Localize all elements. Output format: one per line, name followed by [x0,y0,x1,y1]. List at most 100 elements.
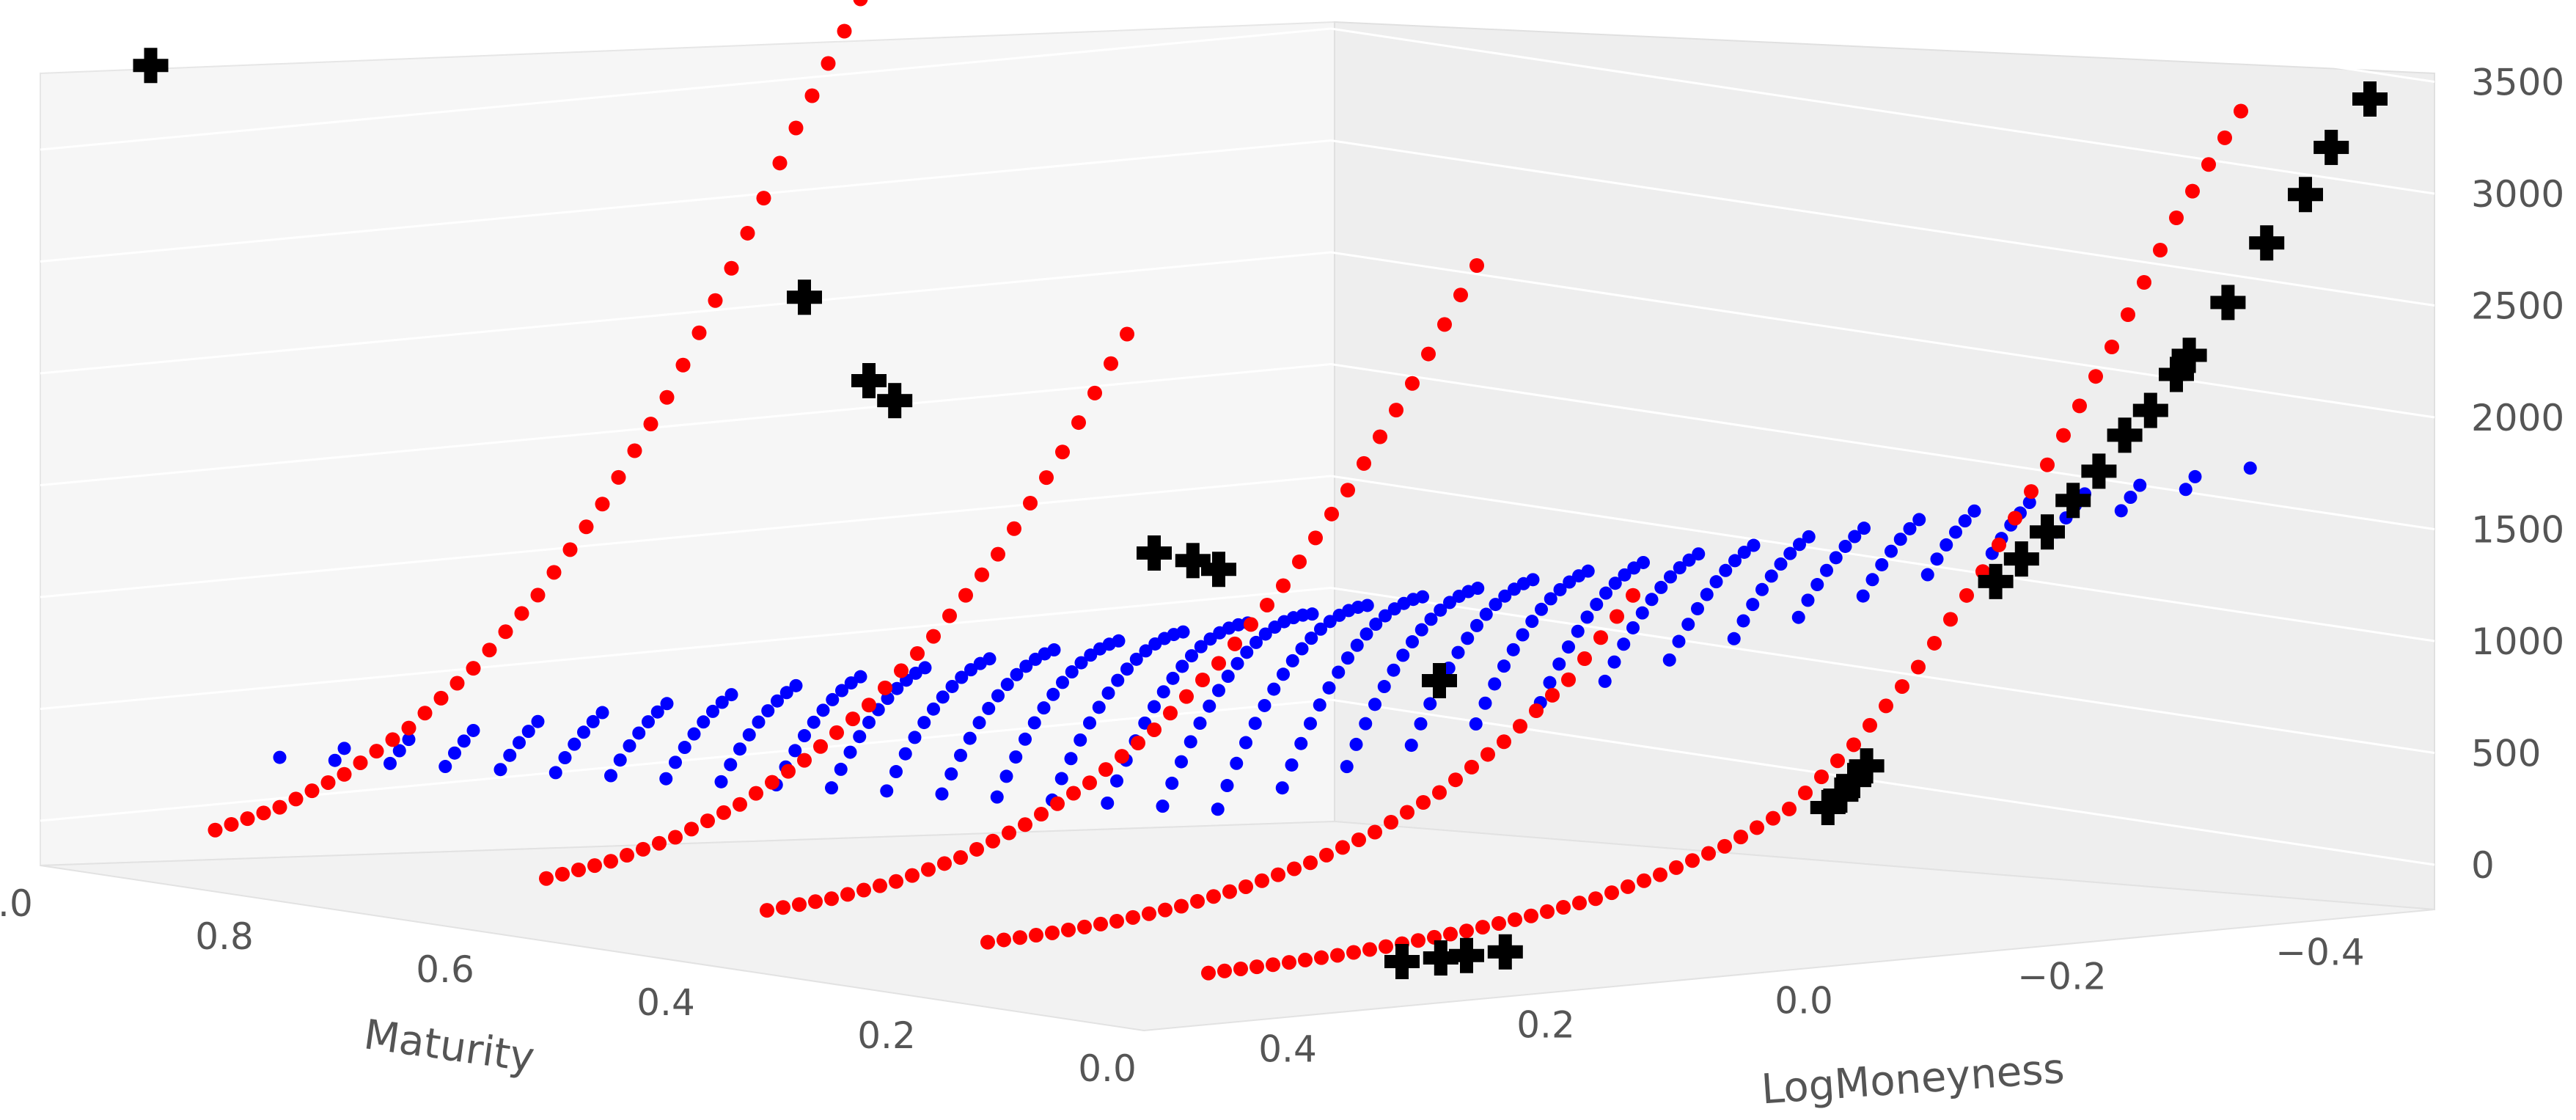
blue-surface-point [917,716,931,730]
red-market-point [514,606,529,621]
red-market-point [2153,243,2168,257]
red-market-point [1023,495,1038,510]
red-market-point [1556,900,1571,915]
black-plus-marker [1810,790,1846,825]
red-market-point [1545,687,1560,703]
red-market-point [1384,815,1398,830]
blue-surface-point [1416,590,1429,604]
blue-surface-point [1194,640,1208,654]
blue-surface-point [2114,504,2128,518]
red-market-point [2056,428,2071,443]
blue-surface-point [1267,682,1281,696]
blue-surface-point [521,725,535,739]
red-market-point [272,799,287,815]
red-market-point [1007,521,1021,536]
red-market-point [1335,840,1350,855]
red-market-point [546,565,562,580]
blue-surface-point [586,714,600,728]
blue-surface-point [1525,615,1539,629]
red-market-point [821,56,836,71]
blue-surface-point [1506,643,1520,656]
red-market-point [969,841,984,857]
blue-surface-point [1148,700,1161,714]
red-market-point [1066,786,1081,801]
blue-surface-point [1314,622,1327,636]
blue-surface-point [1414,623,1428,637]
red-market-point [1098,762,1113,777]
blue-surface-point [1618,568,1632,582]
red-market-point [636,841,650,857]
blue-surface-point [1250,635,1263,649]
red-market-point [1260,597,1274,612]
red-market-point [1093,916,1108,931]
blue-surface-point [825,781,838,795]
blue-surface-point [724,758,738,772]
blue-surface-point [1322,681,1336,695]
red-market-point [1082,775,1097,791]
blue-surface-point [1451,645,1465,659]
red-market-point [1201,965,1216,981]
blue-surface-point [1112,634,1126,648]
blue-surface-point [1230,656,1244,670]
blue-surface-point [1101,686,1115,700]
red-market-point [1464,759,1479,775]
blue-surface-point [1774,557,1788,571]
red-market-point [1222,884,1237,899]
blue-surface-point [1755,582,1769,596]
blue-surface-point [466,723,480,737]
black-plus-marker [1201,552,1236,588]
red-market-point [1604,885,1619,901]
blue-surface-point [438,760,452,774]
red-market-point [2024,484,2039,499]
red-market-point [1480,747,1495,762]
red-market-point [1206,889,1221,904]
blue-surface-point [1332,665,1346,679]
red-market-point [1271,867,1285,882]
blue-surface-point [1120,662,1134,676]
blue-surface-point [1350,638,1364,652]
blue-surface-point [1598,674,1612,688]
blue-surface-point [1848,530,1862,543]
black-plus-marker [787,279,822,315]
red-market-point [401,720,417,736]
red-market-point [804,88,820,103]
black-plus-marker [2003,541,2039,577]
blue-surface-point [1949,525,1962,539]
blue-surface-point [826,692,840,706]
blue-surface-point [1110,774,1123,788]
red-market-point [1508,912,1522,927]
blue-surface-point [1489,598,1502,612]
black-plus-marker [1487,934,1523,970]
red-market-point [240,811,255,827]
red-market-point [369,744,384,759]
blue-surface-point [513,736,526,750]
blue-surface-point [1885,544,1898,558]
red-market-point [1045,925,1060,940]
red-market-point [829,725,844,740]
blue-surface-point [1709,575,1723,589]
blue-surface-point [889,765,903,779]
blue-surface-point [990,790,1004,804]
blue-surface-point [1700,588,1714,601]
red-market-point [837,23,852,39]
blue-surface-point [1736,614,1750,628]
red-market-point [1379,939,1393,954]
blue-surface-point [1875,557,1889,571]
red-market-point [337,766,352,782]
red-market-point [1319,847,1334,863]
red-market-point [466,661,481,676]
red-market-point [1071,415,1086,431]
red-market-point [433,690,449,706]
blue-surface-point [1581,564,1595,578]
red-market-point [1324,506,1339,521]
blue-surface-point [1692,547,1706,561]
x-tick-label: 0.2 [1516,1004,1575,1047]
blue-surface-point [1764,569,1778,583]
red-market-point [1239,879,1253,894]
red-market-point [708,293,723,308]
red-market-point [781,764,796,779]
blue-surface-point [1654,580,1668,594]
blue-surface-point [752,715,766,729]
blue-surface-point [724,688,738,702]
grid-line-z [40,27,1332,151]
